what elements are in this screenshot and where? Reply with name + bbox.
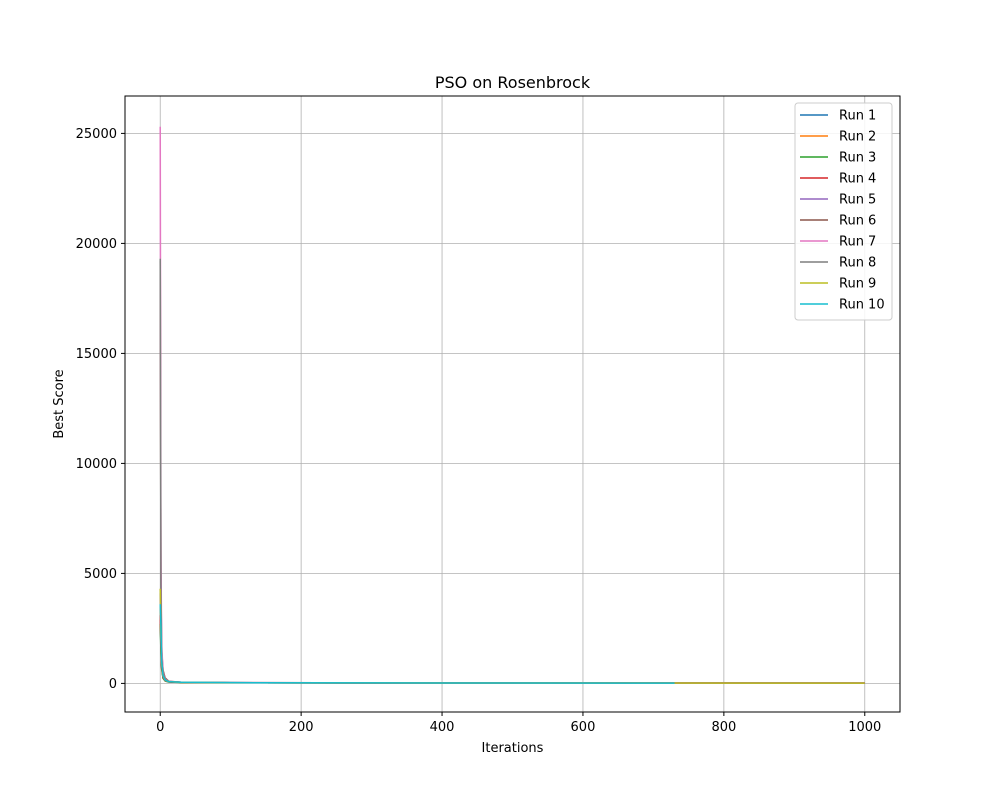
y-tick-label: 10000: [76, 457, 117, 472]
legend-label-run-7: Run 7: [839, 235, 876, 250]
legend-label-run-9: Run 9: [839, 277, 876, 292]
x-axis-label: Iterations: [482, 741, 544, 756]
legend-label-run-6: Run 6: [839, 214, 876, 229]
series-lines: [159, 126, 865, 684]
grid: [125, 96, 900, 712]
legend-label-run-4: Run 4: [839, 172, 876, 187]
x-tick-label: 400: [430, 720, 455, 735]
legend-label-run-8: Run 8: [839, 256, 876, 271]
series-line-run-10: [159, 604, 675, 684]
y-tick-label: 0: [109, 677, 117, 692]
x-tick-label: 600: [571, 720, 596, 735]
plot-area: [125, 96, 900, 712]
legend-label-run-10: Run 10: [839, 298, 885, 313]
x-tick-label: 200: [289, 720, 314, 735]
legend: Run 1 Run 2 Run 3 Run 4 Run 5 Run 6 Run 7 Run 8…: [794, 102, 893, 321]
y-tick-label: 15000: [76, 347, 117, 362]
x-tick-label: 0: [156, 720, 164, 735]
x-tick-label: 800: [711, 720, 736, 735]
y-tick-label: 25000: [76, 127, 117, 142]
chart-title: PSO on Rosenbrock: [435, 73, 591, 92]
legend-label-run-5: Run 5: [839, 193, 876, 208]
legend-label-run-3: Run 3: [839, 151, 876, 166]
legend-label-run-1: Run 1: [839, 109, 876, 124]
legend-label-run-2: Run 2: [839, 130, 876, 145]
y-axis-label: Best Score: [52, 369, 67, 438]
axis-ticks: 0 200 400 600 800 100005000100001500020000250…: [76, 127, 882, 735]
y-tick-label: 20000: [76, 237, 117, 252]
x-tick-label: 1000: [848, 720, 881, 735]
plot-frame: [124, 95, 901, 713]
y-tick-label: 5000: [84, 567, 117, 582]
